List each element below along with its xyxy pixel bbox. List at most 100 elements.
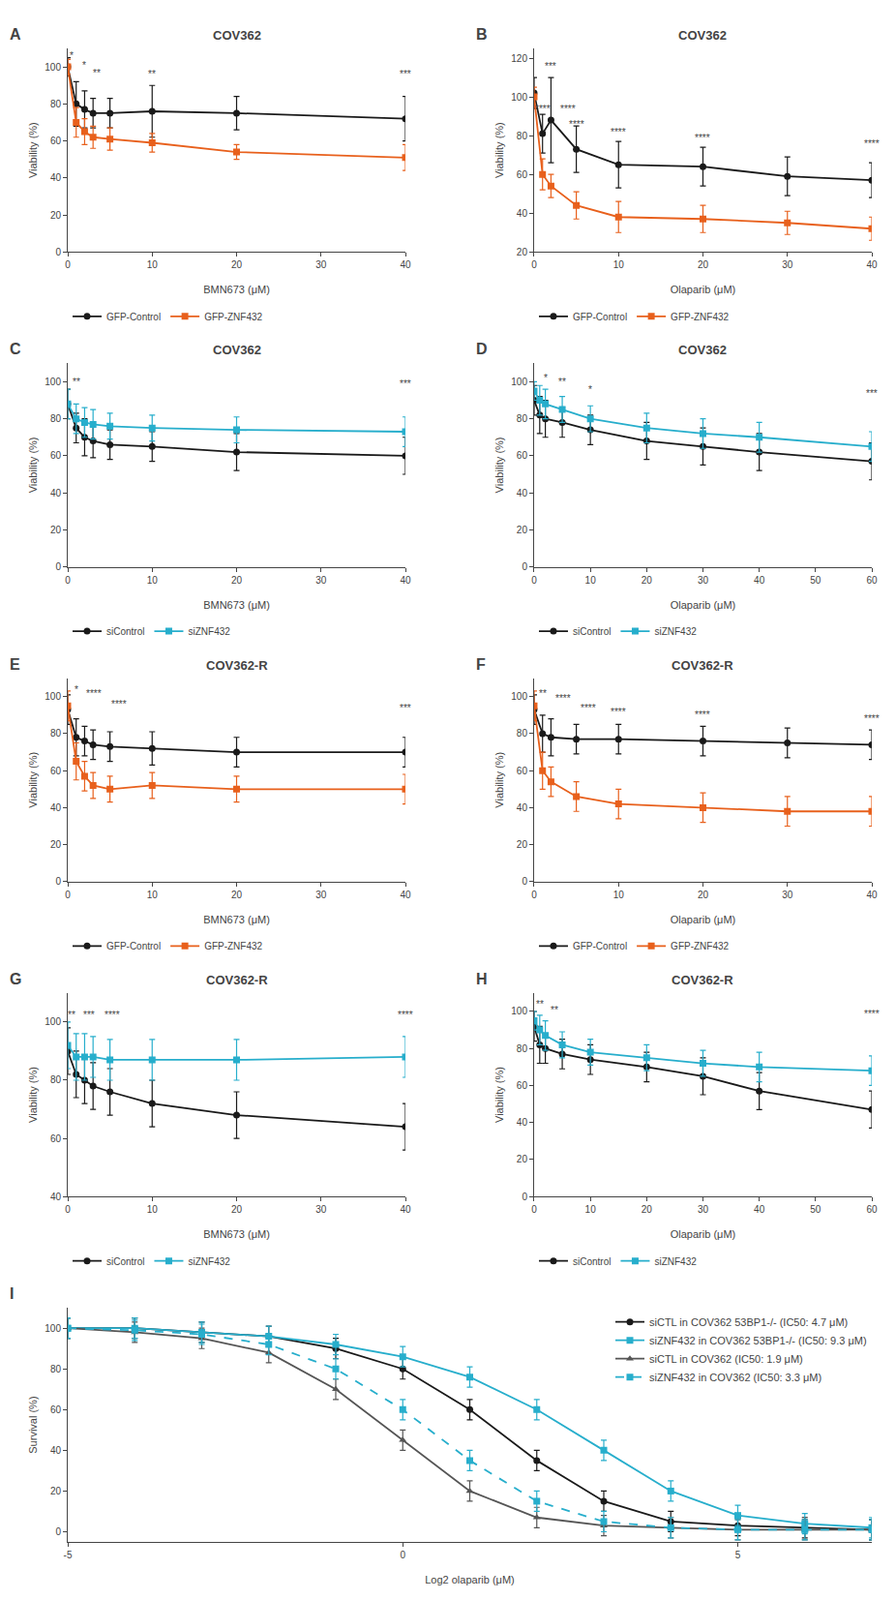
svg-text:40: 40 [516, 802, 529, 813]
svg-text:20: 20 [697, 889, 710, 900]
svg-text:Viability (%): Viability (%) [493, 436, 506, 493]
svg-text:siZNF432: siZNF432 [187, 1255, 231, 1267]
svg-text:20: 20 [516, 246, 529, 258]
svg-text:80: 80 [50, 727, 62, 739]
svg-text:100: 100 [44, 690, 61, 702]
svg-text:****: **** [86, 687, 102, 699]
svg-text:siControl: siControl [106, 1255, 145, 1267]
svg-text:50: 50 [809, 1203, 822, 1215]
svg-text:100: 100 [510, 1005, 528, 1016]
svg-text:100: 100 [510, 91, 528, 103]
svg-text:0: 0 [64, 1203, 71, 1215]
svg-text:30: 30 [315, 889, 328, 900]
svg-text:**: ** [536, 998, 544, 1010]
svg-text:60: 60 [516, 169, 529, 180]
svg-text:20: 20 [50, 524, 62, 536]
svg-text:D: D [476, 340, 488, 358]
svg-text:Log2 olaparib (μM): Log2 olaparib (μM) [424, 1573, 515, 1585]
svg-text:GFP-Control: GFP-Control [572, 311, 628, 323]
svg-text:60: 60 [50, 449, 62, 461]
svg-text:80: 80 [516, 130, 529, 142]
svg-text:****: **** [568, 119, 585, 130]
svg-text:80: 80 [50, 413, 62, 424]
svg-text:COV362-R: COV362-R [206, 972, 269, 987]
svg-text:**: ** [92, 67, 101, 79]
svg-text:Viability (%): Viability (%) [27, 436, 39, 493]
svg-text:30: 30 [697, 574, 710, 586]
svg-text:40: 40 [399, 889, 412, 900]
svg-text:***: *** [399, 68, 412, 80]
svg-text:BMN673 (μM): BMN673 (μM) [203, 913, 270, 926]
svg-text:siZNF432: siZNF432 [187, 626, 231, 637]
svg-text:40: 40 [866, 889, 878, 900]
svg-text:60: 60 [516, 765, 529, 777]
svg-text:20: 20 [50, 1485, 62, 1496]
svg-text:Viability (%): Viability (%) [27, 751, 39, 808]
svg-text:BMN673 (μM): BMN673 (μM) [203, 1227, 270, 1240]
svg-text:****: **** [104, 1009, 120, 1020]
svg-text:40: 40 [399, 1203, 412, 1215]
svg-text:C: C [9, 340, 22, 358]
svg-text:120: 120 [510, 53, 528, 64]
svg-text:COV362-R: COV362-R [671, 972, 734, 987]
svg-text:*: * [82, 59, 87, 71]
svg-text:E: E [9, 656, 21, 673]
svg-text:30: 30 [697, 1203, 710, 1215]
svg-text:0: 0 [55, 1525, 61, 1537]
svg-text:COV362: COV362 [678, 28, 727, 43]
svg-text:80: 80 [50, 1074, 62, 1085]
svg-text:40: 40 [516, 208, 529, 219]
svg-text:**: ** [72, 376, 81, 388]
svg-text:40: 40 [516, 1116, 529, 1128]
svg-text:50: 50 [809, 574, 822, 586]
svg-text:20: 20 [641, 1203, 654, 1215]
svg-text:30: 30 [781, 889, 794, 900]
svg-text:0: 0 [64, 889, 71, 900]
svg-text:40: 40 [516, 487, 529, 499]
svg-text:****: **** [111, 698, 127, 710]
svg-text:****: **** [555, 692, 571, 704]
svg-text:-5: -5 [63, 1549, 73, 1560]
svg-text:60: 60 [516, 1079, 529, 1091]
svg-text:0: 0 [399, 1549, 406, 1560]
svg-text:10: 10 [613, 889, 626, 900]
svg-text:siCTL in COV362 53BP1-/- (IC50: siCTL in COV362 53BP1-/- (IC50: 4.7 μM) [649, 1315, 848, 1328]
svg-text:0: 0 [531, 889, 538, 900]
svg-text:60: 60 [50, 765, 62, 777]
svg-text:0: 0 [531, 574, 538, 586]
svg-text:**: ** [550, 1004, 559, 1016]
svg-text:*: * [69, 50, 74, 61]
svg-text:****: **** [864, 713, 880, 724]
svg-text:G: G [9, 970, 22, 987]
svg-text:10: 10 [147, 1203, 159, 1215]
svg-text:A: A [9, 26, 22, 43]
svg-text:*: * [588, 384, 593, 395]
svg-text:0: 0 [55, 246, 61, 258]
svg-text:**: ** [558, 376, 567, 388]
svg-text:80: 80 [50, 98, 62, 110]
svg-text:40: 40 [753, 574, 766, 586]
svg-text:40: 40 [50, 1191, 62, 1202]
svg-text:40: 40 [866, 259, 878, 270]
svg-text:60: 60 [866, 1203, 878, 1215]
svg-text:siZNF432: siZNF432 [654, 1255, 697, 1267]
svg-text:20: 20 [231, 889, 243, 900]
svg-text:20: 20 [231, 259, 243, 270]
svg-text:Viability (%): Viability (%) [493, 121, 506, 179]
svg-text:100: 100 [510, 376, 528, 388]
svg-text:20: 20 [516, 1153, 529, 1165]
svg-text:GFP-ZNF432: GFP-ZNF432 [670, 940, 729, 952]
svg-text:0: 0 [531, 259, 538, 270]
svg-text:Viability (%): Viability (%) [493, 751, 506, 808]
svg-text:****: **** [610, 126, 627, 138]
svg-text:40: 40 [399, 259, 412, 270]
svg-text:80: 80 [516, 413, 529, 424]
svg-text:**: ** [67, 1009, 76, 1020]
svg-text:30: 30 [315, 574, 328, 586]
svg-text:20: 20 [641, 574, 654, 586]
svg-text:**: ** [538, 687, 547, 699]
svg-text:BMN673 (μM): BMN673 (μM) [203, 283, 270, 296]
svg-text:0: 0 [55, 875, 61, 887]
svg-text:0: 0 [521, 561, 528, 572]
svg-text:30: 30 [781, 259, 794, 270]
